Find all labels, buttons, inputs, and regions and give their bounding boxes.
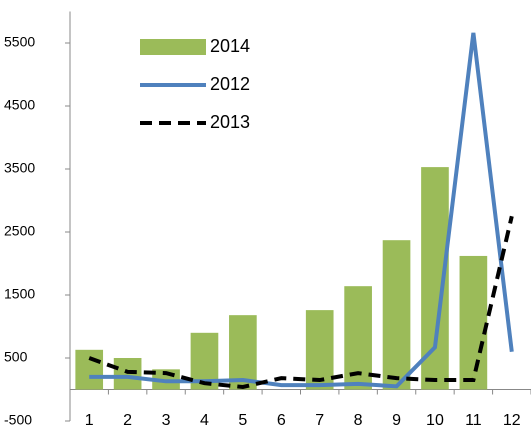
x-tick-label: 8 [354,412,363,429]
y-tick-label: 4500 [4,97,35,113]
x-tick-label: 6 [277,412,286,429]
bar [75,349,104,390]
legend-swatch [140,39,206,55]
y-tick-label: -500 [4,412,32,428]
x-tick-label: 2 [123,412,132,429]
x-tick-label: 3 [162,412,171,429]
x-tick-label: 7 [315,412,324,429]
x-tick-label: 9 [392,412,401,429]
x-tick-label: 5 [238,412,247,429]
x-tick-label: 12 [503,412,521,429]
bar [459,255,488,390]
legend-label: 2012 [210,74,250,94]
line [88,215,514,390]
line [89,32,514,389]
x-tick-label: 11 [465,412,482,429]
bar [382,240,411,390]
x-tick-label: 1 [85,412,94,429]
y-tick-label: 1500 [4,286,35,302]
legend-label: 2014 [210,36,250,56]
bar [229,315,257,390]
x-tick-label: 4 [200,412,209,429]
bar [305,310,334,390]
y-tick-label: 5500 [4,34,35,50]
y-tick-label: 500 [4,349,28,365]
y-tick-label: 3500 [4,160,35,176]
x-tick-label: 10 [426,412,444,429]
legend-label: 2013 [210,112,250,132]
y-tick-label: 2500 [4,223,35,239]
